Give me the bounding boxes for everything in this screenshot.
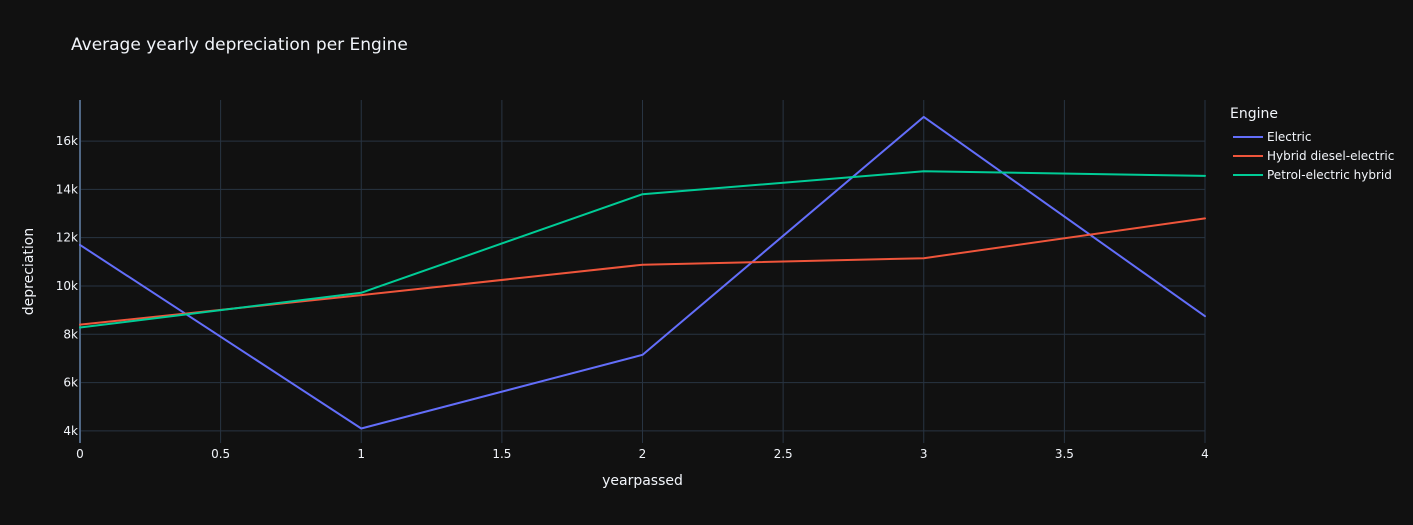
y-tick-label: 14k (56, 182, 78, 196)
x-tick-label: 0 (76, 447, 84, 461)
legend: Engine Electric Hybrid diesel-electric Pet… (1230, 106, 1394, 182)
y-tick-label: 8k (63, 327, 78, 341)
x-tick-label: 4 (1201, 447, 1209, 461)
x-axis-title: yearpassed (602, 473, 683, 489)
chart-title: Average yearly depreciation per Engine (71, 35, 408, 55)
x-tick-label: 3.5 (1055, 447, 1074, 461)
legend-title: Engine (1230, 106, 1278, 122)
x-tick-label: 1 (357, 447, 365, 461)
grid (80, 100, 1206, 443)
y-tick-label: 6k (63, 376, 78, 390)
legend-label: Electric (1267, 130, 1311, 144)
x-tick-label: 3 (920, 447, 928, 461)
x-tick-label: 0.5 (211, 447, 230, 461)
x-tick-label: 2.5 (774, 447, 793, 461)
legend-label: Hybrid diesel-electric (1267, 149, 1394, 163)
y-tick-label: 10k (56, 279, 78, 293)
y-tick-label: 16k (56, 134, 78, 148)
axes: 0 0.5 1 1.5 2 2.5 3 3.5 4 4k 6k 8k 10k 12k 14k 16k (56, 100, 1209, 461)
y-tick-label: 12k (56, 231, 78, 245)
y-tick-label: 4k (63, 424, 78, 438)
series-lines (79, 115, 1206, 430)
x-tick-label: 1.5 (492, 447, 511, 461)
x-tick-label: 2 (639, 447, 647, 461)
legend-label: Petrol-electric hybrid (1267, 168, 1392, 182)
y-axis-title: depreciation (21, 228, 37, 315)
